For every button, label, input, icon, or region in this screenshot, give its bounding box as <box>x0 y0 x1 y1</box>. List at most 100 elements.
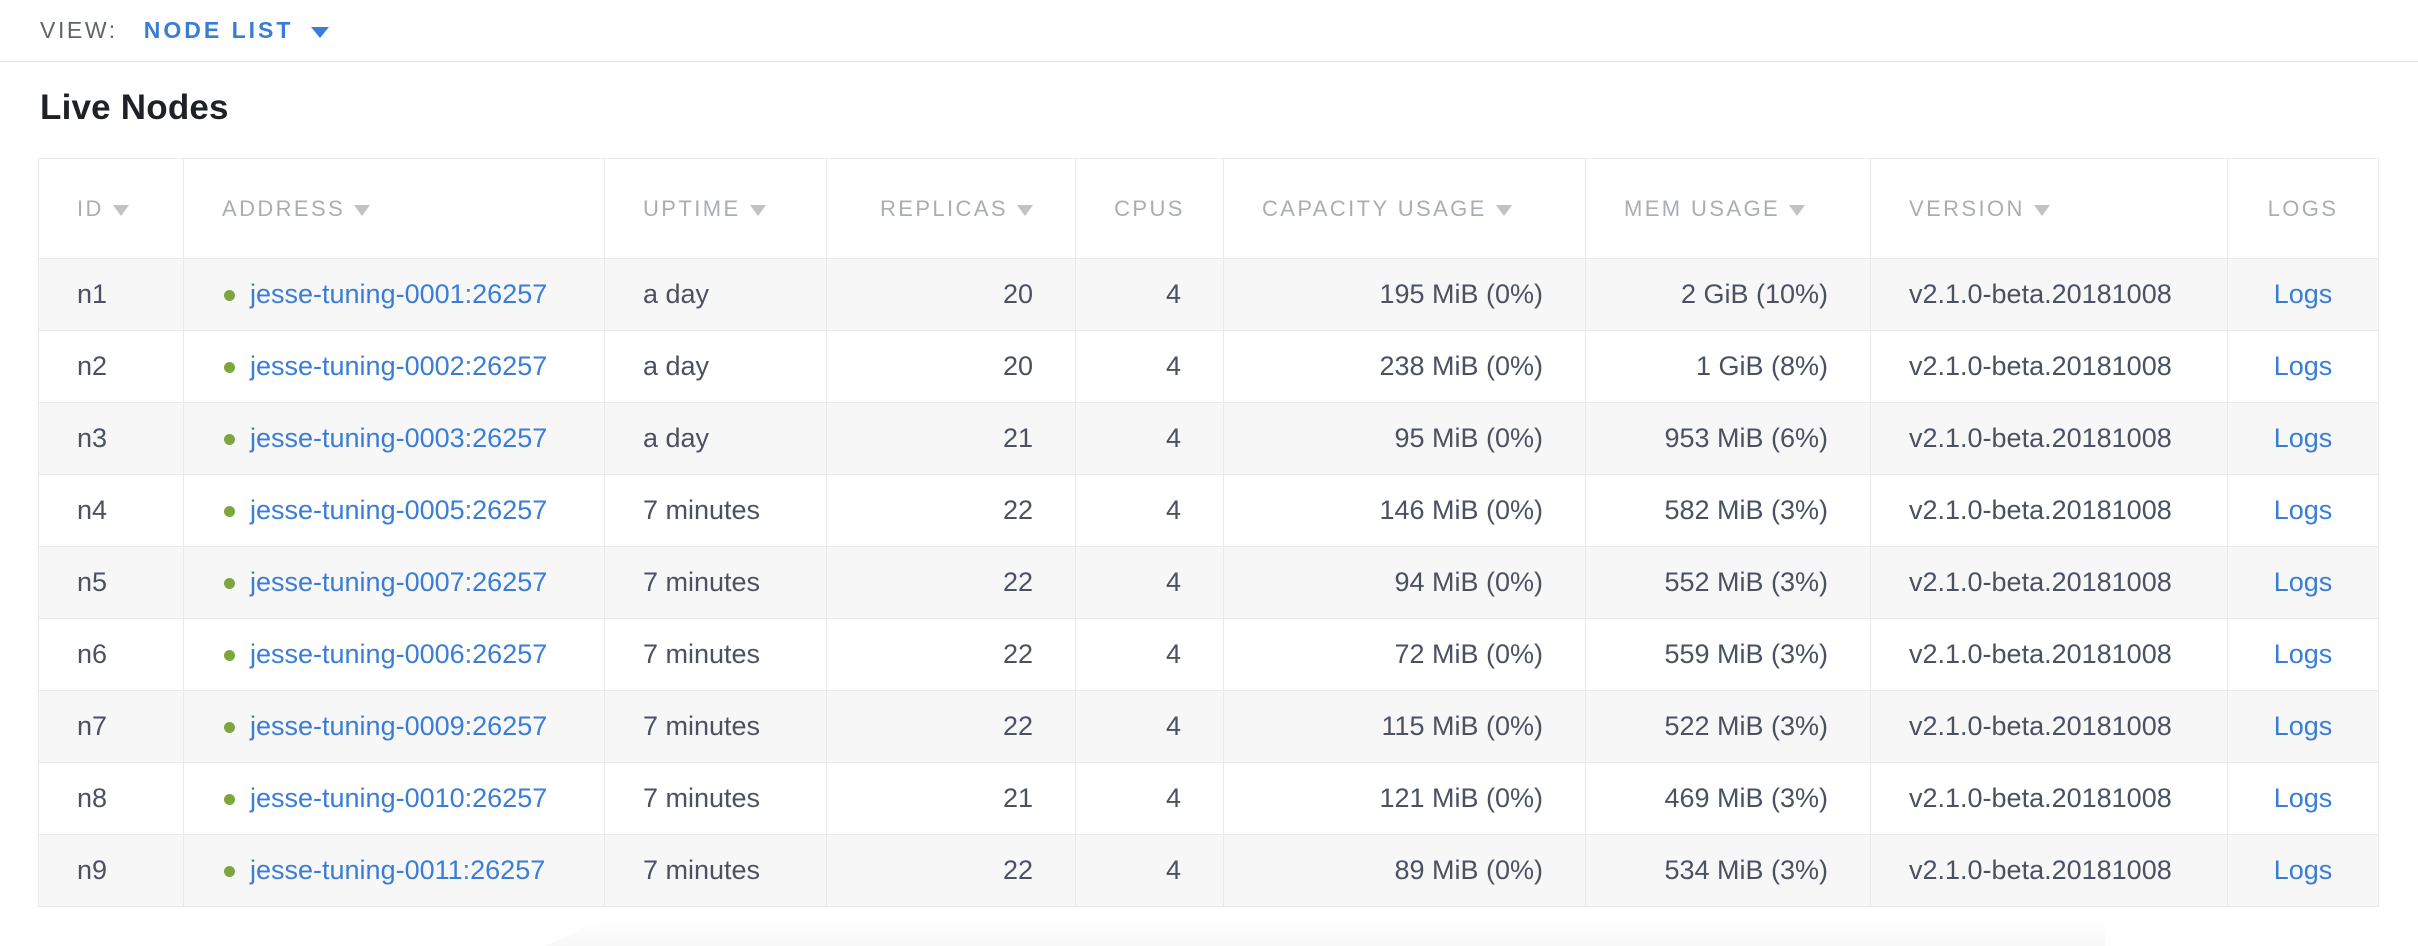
id-cell: n6 <box>38 618 184 691</box>
table-row: n8 jesse-tuning-0010:26257 7 minutes 21 4 121… <box>38 762 2379 835</box>
capacity-usage-cell: 146 MiB (0%) <box>1223 474 1586 547</box>
column-header-id[interactable]: ID <box>38 158 184 259</box>
replicas-cell: 21 <box>826 402 1076 475</box>
page-title: Live Nodes <box>40 88 229 127</box>
node-address-link[interactable]: jesse-tuning-0005:26257 <box>250 495 548 525</box>
node-status-healthy-icon <box>224 506 235 518</box>
logs-link[interactable]: Logs <box>2273 855 2333 885</box>
capacity-usage-cell: 195 MiB (0%) <box>1223 258 1586 331</box>
column-header-version[interactable]: VERSION <box>1870 158 2228 259</box>
column-header-capacity-usage[interactable]: CAPACITY USAGE <box>1223 158 1586 259</box>
node-address-link[interactable]: jesse-tuning-0006:26257 <box>250 639 548 669</box>
logs-cell: Logs <box>2227 762 2379 835</box>
logs-cell: Logs <box>2227 834 2379 907</box>
uptime-cell: 7 minutes <box>604 834 827 907</box>
address-cell: jesse-tuning-0010:26257 <box>183 762 605 835</box>
table-row: n7 jesse-tuning-0009:26257 7 minutes 22 4 115… <box>38 690 2379 763</box>
sort-caret-icon <box>1495 204 1512 216</box>
capacity-usage-cell: 95 MiB (0%) <box>1223 402 1586 475</box>
logs-link[interactable]: Logs <box>2273 279 2333 309</box>
id-cell: n2 <box>38 330 184 403</box>
version-cell: v2.1.0-beta.20181008 <box>1870 258 2228 331</box>
column-header-label: VERSION <box>1909 195 2025 221</box>
version-cell: v2.1.0-beta.20181008 <box>1870 834 2228 907</box>
address-cell: jesse-tuning-0006:26257 <box>183 618 605 691</box>
logs-link[interactable]: Logs <box>2273 495 2333 525</box>
address-cell: jesse-tuning-0007:26257 <box>183 546 605 619</box>
address-cell: jesse-tuning-0011:26257 <box>183 834 605 907</box>
node-address-link[interactable]: jesse-tuning-0011:26257 <box>250 855 546 885</box>
column-header-replicas[interactable]: REPLICAS <box>826 158 1076 259</box>
column-header-label: MEM USAGE <box>1624 195 1781 221</box>
logs-cell: Logs <box>2227 402 2379 475</box>
node-address-link[interactable]: jesse-tuning-0009:26257 <box>250 711 548 741</box>
sort-caret-icon <box>354 204 371 216</box>
table-body: n1 jesse-tuning-0001:26257 a day 20 4 195 MiB… <box>38 258 2379 907</box>
capacity-usage-cell: 94 MiB (0%) <box>1223 546 1586 619</box>
node-status-healthy-icon <box>224 722 235 734</box>
node-address-link[interactable]: jesse-tuning-0003:26257 <box>250 423 548 453</box>
logs-link[interactable]: Logs <box>2273 711 2333 741</box>
logs-link[interactable]: Logs <box>2273 423 2333 453</box>
node-address-link[interactable]: jesse-tuning-0007:26257 <box>250 567 548 597</box>
table-row: n1 jesse-tuning-0001:26257 a day 20 4 195 MiB… <box>38 258 2379 331</box>
node-status-healthy-icon <box>224 578 235 590</box>
replicas-cell: 22 <box>826 474 1076 547</box>
column-header-logs: LOGS <box>2227 158 2379 259</box>
version-cell: v2.1.0-beta.20181008 <box>1870 762 2228 835</box>
replicas-cell: 21 <box>826 762 1076 835</box>
column-header-label: REPLICAS <box>879 195 1008 221</box>
address-cell: jesse-tuning-0001:26257 <box>183 258 605 331</box>
node-address-link[interactable]: jesse-tuning-0001:26257 <box>250 279 548 309</box>
capacity-usage-cell: 89 MiB (0%) <box>1223 834 1586 907</box>
uptime-cell: a day <box>604 258 827 331</box>
view-bar: VIEW: NODE LIST <box>0 0 2418 62</box>
replicas-cell: 22 <box>826 546 1076 619</box>
view-selected-value: NODE LIST <box>143 17 294 43</box>
view-selector-dropdown[interactable]: NODE LIST <box>144 17 330 44</box>
sort-caret-icon <box>749 204 766 216</box>
version-cell: v2.1.0-beta.20181008 <box>1870 474 2228 547</box>
cpus-cell: 4 <box>1075 690 1224 763</box>
column-header-label: CPUS <box>1114 195 1185 221</box>
uptime-cell: 7 minutes <box>604 690 827 763</box>
cpus-cell: 4 <box>1075 762 1224 835</box>
logs-cell: Logs <box>2227 690 2379 763</box>
column-header-label: UPTIME <box>643 195 741 221</box>
replicas-cell: 22 <box>826 690 1076 763</box>
mem-usage-cell: 552 MiB (3%) <box>1585 546 1871 619</box>
replicas-cell: 22 <box>826 618 1076 691</box>
capacity-usage-cell: 72 MiB (0%) <box>1223 618 1586 691</box>
node-address-link[interactable]: jesse-tuning-0002:26257 <box>250 351 548 381</box>
table-row: n2 jesse-tuning-0002:26257 a day 20 4 238 MiB… <box>38 330 2379 403</box>
column-header-uptime[interactable]: UPTIME <box>604 158 827 259</box>
logs-cell: Logs <box>2227 618 2379 691</box>
logs-link[interactable]: Logs <box>2273 567 2333 597</box>
mem-usage-cell: 953 MiB (6%) <box>1585 402 1871 475</box>
table-row: n3 jesse-tuning-0003:26257 a day 21 4 95 MiB … <box>38 402 2379 475</box>
table-row: n9 jesse-tuning-0011:26257 7 minutes 22 4 89 … <box>38 834 2379 907</box>
column-header-mem-usage[interactable]: MEM USAGE <box>1585 158 1871 259</box>
logs-cell: Logs <box>2227 474 2379 547</box>
sort-caret-icon <box>1017 204 1033 216</box>
logs-cell: Logs <box>2227 258 2379 331</box>
uptime-cell: 7 minutes <box>604 762 827 835</box>
mem-usage-cell: 1 GiB (8%) <box>1585 330 1871 403</box>
mem-usage-cell: 534 MiB (3%) <box>1585 834 1871 907</box>
node-address-link[interactable]: jesse-tuning-0010:26257 <box>250 783 548 813</box>
caret-down-icon <box>311 26 330 38</box>
logs-link[interactable]: Logs <box>2273 351 2333 381</box>
column-header-address[interactable]: ADDRESS <box>183 158 605 259</box>
column-header-label: CAPACITY USAGE <box>1262 195 1487 221</box>
replicas-cell: 20 <box>826 258 1076 331</box>
version-cell: v2.1.0-beta.20181008 <box>1870 546 2228 619</box>
table-row: n5 jesse-tuning-0007:26257 7 minutes 22 4 94 … <box>38 546 2379 619</box>
column-header-cpus: CPUS <box>1075 158 1224 259</box>
logs-cell: Logs <box>2227 330 2379 403</box>
uptime-cell: 7 minutes <box>604 618 827 691</box>
logs-link[interactable]: Logs <box>2273 783 2333 813</box>
cpus-cell: 4 <box>1075 258 1224 331</box>
logs-link[interactable]: Logs <box>2273 639 2333 669</box>
uptime-cell: 7 minutes <box>604 546 827 619</box>
id-cell: n1 <box>38 258 184 331</box>
